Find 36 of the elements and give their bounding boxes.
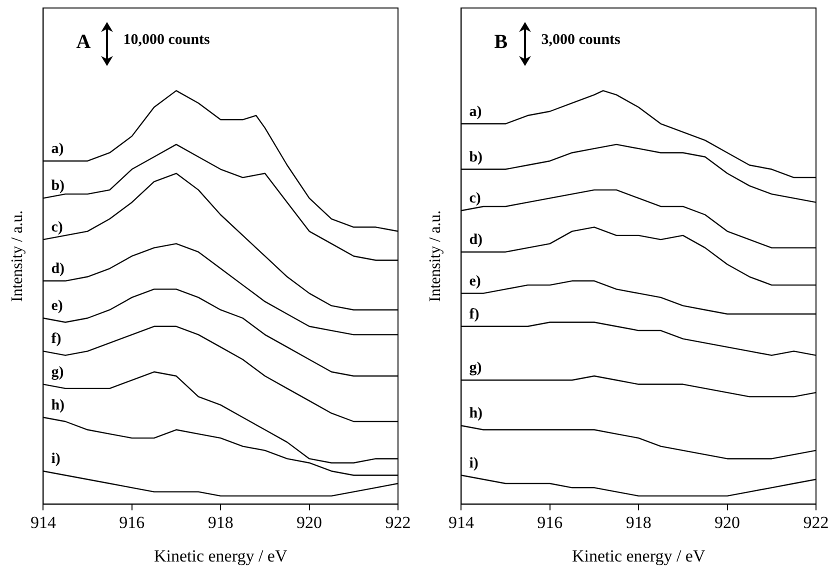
series-label: h) — [469, 406, 483, 422]
series-label: d) — [51, 260, 65, 277]
text: B — [494, 31, 508, 53]
x-axis-title: Kinetic energy / eV — [572, 546, 706, 566]
series-label: b) — [469, 149, 483, 166]
series-label: c) — [469, 190, 481, 207]
y-axis-title: Intensity / a.u. — [426, 210, 444, 302]
series-label: c) — [51, 220, 63, 236]
text: A — [76, 31, 92, 53]
x-axis-title: Kinetic energy / eV — [154, 546, 288, 566]
x-tick-label: 916 — [537, 512, 563, 532]
series-label: g) — [469, 360, 482, 376]
series-label: g) — [51, 364, 64, 380]
x-tick-label: 922 — [385, 512, 411, 532]
x-tick-label: 918 — [626, 512, 652, 532]
x-tick-label: 914 — [448, 512, 474, 532]
y-axis-title: Intensity / a.u. — [8, 210, 26, 302]
x-tick-label: 916 — [119, 512, 145, 532]
x-tick-label: 920 — [296, 512, 322, 532]
series-label: a) — [469, 104, 482, 120]
series-label: i) — [469, 455, 478, 472]
series-label: f) — [469, 306, 480, 322]
x-tick-label: 914 — [30, 512, 56, 532]
text: 10,000 counts — [123, 32, 210, 48]
series-label: e) — [469, 273, 481, 290]
x-tick-label: 920 — [714, 512, 740, 532]
series-label: a) — [51, 140, 64, 157]
series-label: e) — [51, 298, 63, 314]
x-tick-label: 918 — [208, 512, 234, 532]
text: 3,000 counts — [541, 32, 621, 48]
series-label: d) — [469, 232, 483, 248]
x-tick-label: 922 — [803, 512, 829, 532]
series-label: i) — [51, 451, 60, 468]
series-label: f) — [51, 331, 62, 348]
series-label: b) — [51, 178, 65, 194]
series-label: h) — [51, 397, 65, 414]
